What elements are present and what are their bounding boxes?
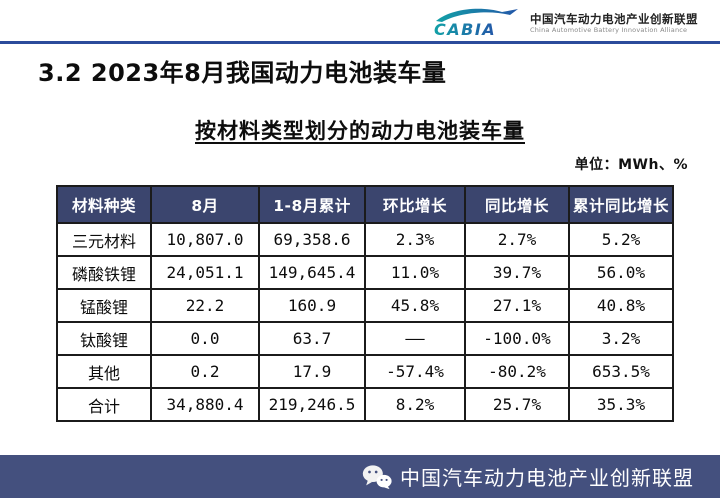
value-cell: 27.1% <box>464 288 570 323</box>
value-cell: 39.7% <box>464 255 570 290</box>
value-cell: 0.0 <box>150 321 260 356</box>
table-subtitle: 按材料类型划分的动力电池装车量 <box>195 119 525 143</box>
header-divider <box>0 41 720 44</box>
row-label-cell: 磷酸铁锂 <box>56 255 152 290</box>
value-cell: 69,358.6 <box>258 222 366 257</box>
footer: 中国汽车动力电池产业创新联盟 <box>0 455 720 498</box>
table-row: 合计 34,880.4 219,246.5 8.2% 25.7% 35.3% <box>56 387 674 422</box>
row-label-cell: 钛酸锂 <box>56 321 152 356</box>
svg-text:CABIA: CABIA <box>434 20 496 39</box>
logo-org-name-en: China Automotive Battery Innovation Alli… <box>530 26 688 35</box>
value-cell: 2.7% <box>464 222 570 257</box>
value-cell: 25.7% <box>464 387 570 422</box>
table-row: 钛酸锂 0.0 63.7 —— -100.0% 3.2% <box>56 321 674 356</box>
table-row: 磷酸铁锂 24,051.1 149,645.4 11.0% 39.7% 56.0% <box>56 255 674 290</box>
column-header: 1-8月累计 <box>258 185 366 224</box>
value-cell: 22.2 <box>150 288 260 323</box>
column-header: 累计同比增长 <box>568 185 674 224</box>
value-cell: 219,246.5 <box>258 387 366 422</box>
value-cell: 653.5% <box>568 354 674 389</box>
value-cell: 45.8% <box>364 288 466 323</box>
row-label-cell: 三元材料 <box>56 222 152 257</box>
value-cell: 63.7 <box>258 321 366 356</box>
row-label-cell: 合计 <box>56 387 152 422</box>
value-cell: 56.0% <box>568 255 674 290</box>
table-row: 其他 0.2 17.9 -57.4% -80.2% 653.5% <box>56 354 674 389</box>
value-cell: 11.0% <box>364 255 466 290</box>
column-header: 材料种类 <box>56 185 152 224</box>
value-cell: 35.3% <box>568 387 674 422</box>
row-label-cell: 锰酸锂 <box>56 288 152 323</box>
cabia-logo-icon: CABIA <box>434 8 518 39</box>
table-body: 三元材料 10,807.0 69,358.6 2.3% 2.7% 5.2% 磷酸铁锂 24,0… <box>56 222 674 422</box>
value-cell: 24,051.1 <box>150 255 260 290</box>
page-title: 3.2 2023年8月我国动力电池装车量 <box>38 59 447 87</box>
column-header: 8月 <box>150 185 260 224</box>
header: CABIA 中国汽车动力电池产业创新联盟 China Automotive Ba… <box>430 6 698 40</box>
value-cell: 40.8% <box>568 288 674 323</box>
unit-label: 单位：MWh、% <box>574 157 688 173</box>
table-head: 材料种类 8月 1-8月累计 环比增长 同比增长 累计同比增长 <box>56 185 674 224</box>
value-cell: 5.2% <box>568 222 674 257</box>
footer-org-name: 中国汽车动力电池产业创新联盟 <box>400 466 694 490</box>
value-cell: 3.2% <box>568 321 674 356</box>
value-cell: -100.0% <box>464 321 570 356</box>
value-cell: 10,807.0 <box>150 222 260 257</box>
value-cell: 160.9 <box>258 288 366 323</box>
logo-org-name-cn: 中国汽车动力电池产业创新联盟 <box>530 11 698 26</box>
table-header-row: 材料种类 8月 1-8月累计 环比增长 同比增长 累计同比增长 <box>56 185 674 224</box>
value-cell: —— <box>364 321 466 356</box>
value-cell: 34,880.4 <box>150 387 260 422</box>
subtitle-wrap: 按材料类型划分的动力电池装车量 <box>0 115 720 145</box>
value-cell: 17.9 <box>258 354 366 389</box>
value-cell: 149,645.4 <box>258 255 366 290</box>
table-row: 三元材料 10,807.0 69,358.6 2.3% 2.7% 5.2% <box>56 222 674 257</box>
value-cell: -57.4% <box>364 354 466 389</box>
row-label-cell: 其他 <box>56 354 152 389</box>
column-header: 同比增长 <box>464 185 570 224</box>
value-cell: -80.2% <box>464 354 570 389</box>
value-cell: 2.3% <box>364 222 466 257</box>
logo-text: 中国汽车动力电池产业创新联盟 China Automotive Battery … <box>530 12 698 34</box>
table-row: 锰酸锂 22.2 160.9 45.8% 27.1% 40.8% <box>56 288 674 323</box>
value-cell: 8.2% <box>364 387 466 422</box>
column-header: 环比增长 <box>364 185 466 224</box>
value-cell: 0.2 <box>150 354 260 389</box>
materials-table: 材料种类 8月 1-8月累计 环比增长 同比增长 累计同比增长 三元材料 10,807.0 6… <box>56 185 674 422</box>
wechat-icon <box>362 464 392 489</box>
